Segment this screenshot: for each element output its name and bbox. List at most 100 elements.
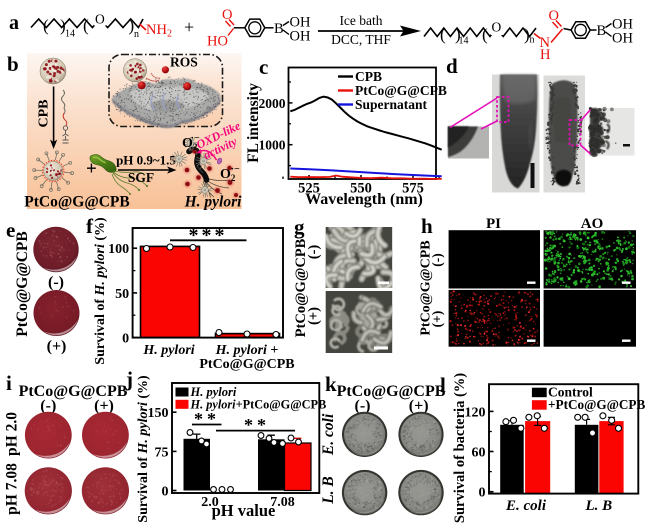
svg-text:b: b (7, 52, 19, 76)
svg-text:): ) (60, 16, 66, 35)
svg-text:75: 75 (155, 445, 169, 460)
svg-text:***: *** (189, 225, 228, 247)
svg-text:c: c (259, 55, 268, 79)
svg-text:PtCo@G@CPB: PtCo@G@CPB (337, 383, 446, 400)
svg-text:H. pylori: H. pylori (184, 194, 243, 211)
svg-text:.: . (191, 131, 194, 142)
svg-text:CPB: CPB (37, 100, 52, 128)
svg-text:pH 2.0: pH 2.0 (4, 412, 21, 456)
svg-text:**: ** (194, 409, 220, 429)
svg-text:Wavelength (nm): Wavelength (nm) (305, 191, 423, 208)
svg-text:7.08: 7.08 (270, 495, 295, 510)
svg-text:l: l (440, 373, 446, 397)
svg-text:(-): (-) (40, 398, 56, 415)
svg-text:O: O (492, 20, 502, 35)
svg-text:150: 150 (148, 406, 169, 421)
svg-text:DCC, THF: DCC, THF (331, 32, 391, 47)
svg-text:NH2: NH2 (146, 22, 172, 40)
svg-text:f: f (86, 214, 94, 238)
svg-text:B: B (274, 21, 284, 37)
svg-text:pH 0.9~1.5: pH 0.9~1.5 (116, 153, 176, 168)
svg-text:(: ( (440, 25, 446, 44)
svg-text:FL intensity: FL intensity (245, 83, 262, 163)
svg-text:pH value: pH value (212, 501, 276, 520)
svg-text:L. B: L. B (584, 498, 612, 514)
svg-text:k: k (325, 372, 337, 396)
svg-text:550: 550 (350, 181, 372, 197)
svg-text:j: j (125, 367, 133, 391)
svg-text:OH: OH (290, 15, 311, 31)
svg-text:SGF: SGF (128, 170, 154, 185)
svg-text:(-): (-) (48, 274, 64, 291)
svg-text:PtCo@G@CPB: PtCo@G@CPB (19, 383, 128, 400)
svg-text:): ) (524, 25, 530, 44)
svg-text:525: 525 (298, 181, 320, 197)
svg-text:n: n (530, 35, 535, 46)
svg-text:PtCo@G@CPB: PtCo@G@CPB (24, 194, 129, 211)
svg-text:(+): (+) (47, 338, 67, 355)
svg-text:Survival of H. pylori (%): Survival of H. pylori (%) (93, 217, 108, 365)
svg-text:Survival of H. pylori (%): Survival of H. pylori (%) (136, 375, 151, 523)
svg-text:PtCo@G@CPB: PtCo@G@CPB (419, 240, 434, 335)
svg-text:H. pylori+PtCo@G@CPB: H. pylori+PtCo@G@CPB (190, 398, 327, 412)
svg-text:n: n (134, 29, 139, 40)
svg-text:OH: OH (290, 29, 311, 45)
svg-text:(-): (-) (306, 245, 322, 260)
svg-text:H. pylori +: H. pylori + (215, 343, 279, 358)
svg-text:60: 60 (472, 446, 486, 461)
svg-text:(: ( (482, 25, 488, 44)
svg-text:HO: HO (207, 34, 228, 50)
svg-text:(+): (+) (430, 311, 445, 328)
svg-text:E. coli: E. coli (505, 498, 547, 514)
svg-text:H: H (540, 47, 551, 63)
svg-text:2000: 2000 (259, 96, 286, 111)
svg-text:a: a (9, 12, 19, 34)
svg-text:120: 120 (465, 405, 486, 420)
svg-text:(+): (+) (409, 398, 429, 415)
svg-text:+: + (184, 17, 194, 37)
svg-text:PI: PI (486, 216, 501, 232)
svg-text:O: O (222, 7, 232, 23)
svg-text:Survival of bacteria (%): Survival of bacteria (%) (452, 373, 468, 523)
svg-text:PtCo@G@CPB: PtCo@G@CPB (355, 83, 447, 98)
svg-text:O: O (549, 8, 559, 24)
svg-text:1000: 1000 (259, 138, 286, 153)
svg-text:(+): (+) (94, 398, 114, 415)
svg-text:Supernatant: Supernatant (355, 97, 428, 112)
svg-text:O: O (95, 12, 105, 27)
svg-text:(: ( (43, 16, 49, 35)
svg-text:d: d (446, 54, 458, 78)
svg-text:): ) (129, 16, 135, 35)
svg-text:PtCo@G@CPB: PtCo@G@CPB (199, 357, 294, 372)
svg-text:(-): (-) (355, 398, 371, 415)
svg-text:100: 100 (108, 242, 129, 257)
svg-text:(: ( (83, 16, 89, 35)
svg-text:B: B (597, 23, 607, 39)
svg-text:−: − (234, 164, 240, 175)
svg-text:.: . (231, 162, 234, 173)
svg-text:0: 0 (122, 332, 129, 347)
svg-text:E. coli: E. coli (320, 413, 337, 456)
svg-text:(-): (-) (430, 253, 445, 267)
svg-text:): ) (455, 25, 461, 44)
svg-text:PtCo@G@CPB: PtCo@G@CPB (293, 238, 309, 337)
svg-text:i: i (6, 371, 12, 395)
svg-text:575: 575 (402, 181, 424, 197)
svg-text:CPB: CPB (355, 69, 382, 84)
svg-text:−: − (194, 133, 200, 144)
svg-text:0: 0 (162, 485, 169, 500)
svg-text:+: + (86, 159, 97, 180)
svg-text:**: ** (244, 415, 270, 435)
svg-text:g: g (294, 215, 305, 239)
svg-text:OH: OH (612, 31, 633, 47)
svg-text:OH: OH (612, 17, 633, 33)
svg-text:14: 14 (65, 29, 75, 40)
svg-text:h: h (421, 214, 433, 238)
svg-text:H. pylori: H. pylori (190, 385, 237, 399)
svg-text:e: e (6, 218, 15, 242)
svg-text:ROS: ROS (170, 55, 198, 70)
svg-text:Control: Control (548, 385, 593, 400)
svg-text:50: 50 (115, 287, 129, 302)
svg-text:pH 7.08: pH 7.08 (4, 463, 21, 515)
svg-text:+PtCo@G@CPB: +PtCo@G@CPB (548, 397, 645, 412)
